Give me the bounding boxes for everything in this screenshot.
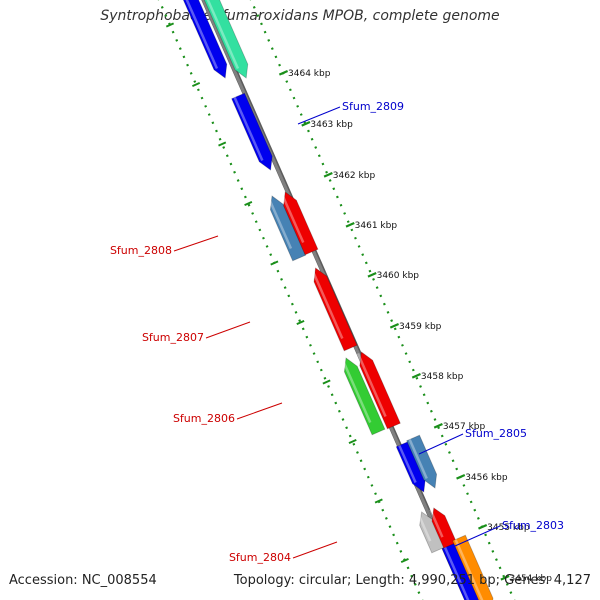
gene-highlight xyxy=(417,513,432,542)
gene-arrow xyxy=(182,0,228,79)
gene-label: Sfum_2806 xyxy=(173,412,235,425)
gene-highlight xyxy=(408,439,428,479)
gene-label-leader xyxy=(297,106,341,125)
scale-tick-label: 3462 kbp xyxy=(333,171,376,181)
scale-tick xyxy=(389,322,400,329)
inner-guide-dash xyxy=(296,319,305,326)
gene-label: Sfum_2803 xyxy=(502,519,564,532)
gene-highlight xyxy=(398,445,417,483)
inner-guide-dash xyxy=(191,81,201,88)
inner-guide-dash xyxy=(244,200,253,207)
inner-guide-dash xyxy=(322,379,331,385)
scale-tick-label: 3457 kbp xyxy=(443,422,486,432)
gene-arrow xyxy=(359,351,401,430)
gene-label: Sfum_2805 xyxy=(465,427,527,440)
inner-guide-dash xyxy=(374,498,383,504)
scale-tick xyxy=(411,372,421,379)
gene-label-leader xyxy=(173,235,219,252)
accession-text: Accession: NC_008554 xyxy=(9,573,157,588)
scale-tick xyxy=(456,473,466,480)
scale-tick-label: 3463 kbp xyxy=(310,120,353,130)
scale-tick xyxy=(367,271,377,278)
gene-label-leader xyxy=(418,433,464,455)
scale-tick xyxy=(433,422,443,429)
scale-tick-label: 3464 kbp xyxy=(288,69,331,79)
gene-arrow xyxy=(231,92,273,171)
scale-tick xyxy=(478,523,488,530)
gene-highlight xyxy=(311,269,344,339)
gene-highlight xyxy=(185,0,219,69)
gene-label-leader xyxy=(454,525,501,547)
gene-label-leader xyxy=(292,541,338,559)
gene-arrow xyxy=(203,0,249,79)
gene-arrow xyxy=(283,191,319,256)
gene-arrow xyxy=(452,534,494,600)
scale-tick xyxy=(345,221,355,228)
gene-label: Sfum_2807 xyxy=(142,331,204,344)
scale-tick-label: 3459 kbp xyxy=(399,322,442,332)
gene-label-leader xyxy=(205,321,251,339)
gene-label: Sfum_2808 xyxy=(110,244,172,257)
scale-tick-label: 3458 kbp xyxy=(421,372,464,382)
gene-label: Sfum_2804 xyxy=(229,551,291,564)
gene-arrow xyxy=(269,195,307,262)
gene-arrow xyxy=(406,434,438,489)
gene-highlight xyxy=(206,0,240,69)
gene-arrow xyxy=(441,542,480,600)
gene-highlight xyxy=(233,97,264,161)
scale-tick xyxy=(278,69,289,76)
gene-highlight xyxy=(443,547,470,600)
gene-arrow xyxy=(419,511,446,554)
gene-arrow xyxy=(395,440,426,493)
scale-tick-label: 3460 kbp xyxy=(377,271,420,281)
gene-label: Sfum_2809 xyxy=(342,100,404,113)
gene-highlight xyxy=(267,197,293,249)
gene-arrow xyxy=(343,357,386,436)
scale-tick xyxy=(323,171,333,178)
genome-summary-text: Topology: circular; Length: 4,990,251 bp… xyxy=(233,573,591,588)
scale-tick xyxy=(500,574,510,581)
gene-highlight xyxy=(341,359,372,423)
inner-guide-dash xyxy=(400,557,409,564)
scale-tick-label: 3454 kbp xyxy=(510,574,553,584)
gene-highlight xyxy=(429,509,444,538)
gene-highlight xyxy=(454,539,484,600)
scale-tick xyxy=(301,120,311,127)
gene-arrow xyxy=(313,267,358,352)
gene-highlight xyxy=(356,353,387,417)
scale-tick-label: 3456 kbp xyxy=(465,473,508,483)
inner-guide-dash xyxy=(270,260,279,266)
inner-guide-dash xyxy=(348,438,357,445)
scale-tick-label: 3461 kbp xyxy=(355,221,398,231)
inner-guide-dash xyxy=(218,141,227,147)
inner-guide-dash xyxy=(165,22,175,28)
gene-highlight xyxy=(280,193,305,243)
gene-label-leader xyxy=(236,402,283,420)
scale-tick-label: 3455 kbp xyxy=(487,523,530,533)
